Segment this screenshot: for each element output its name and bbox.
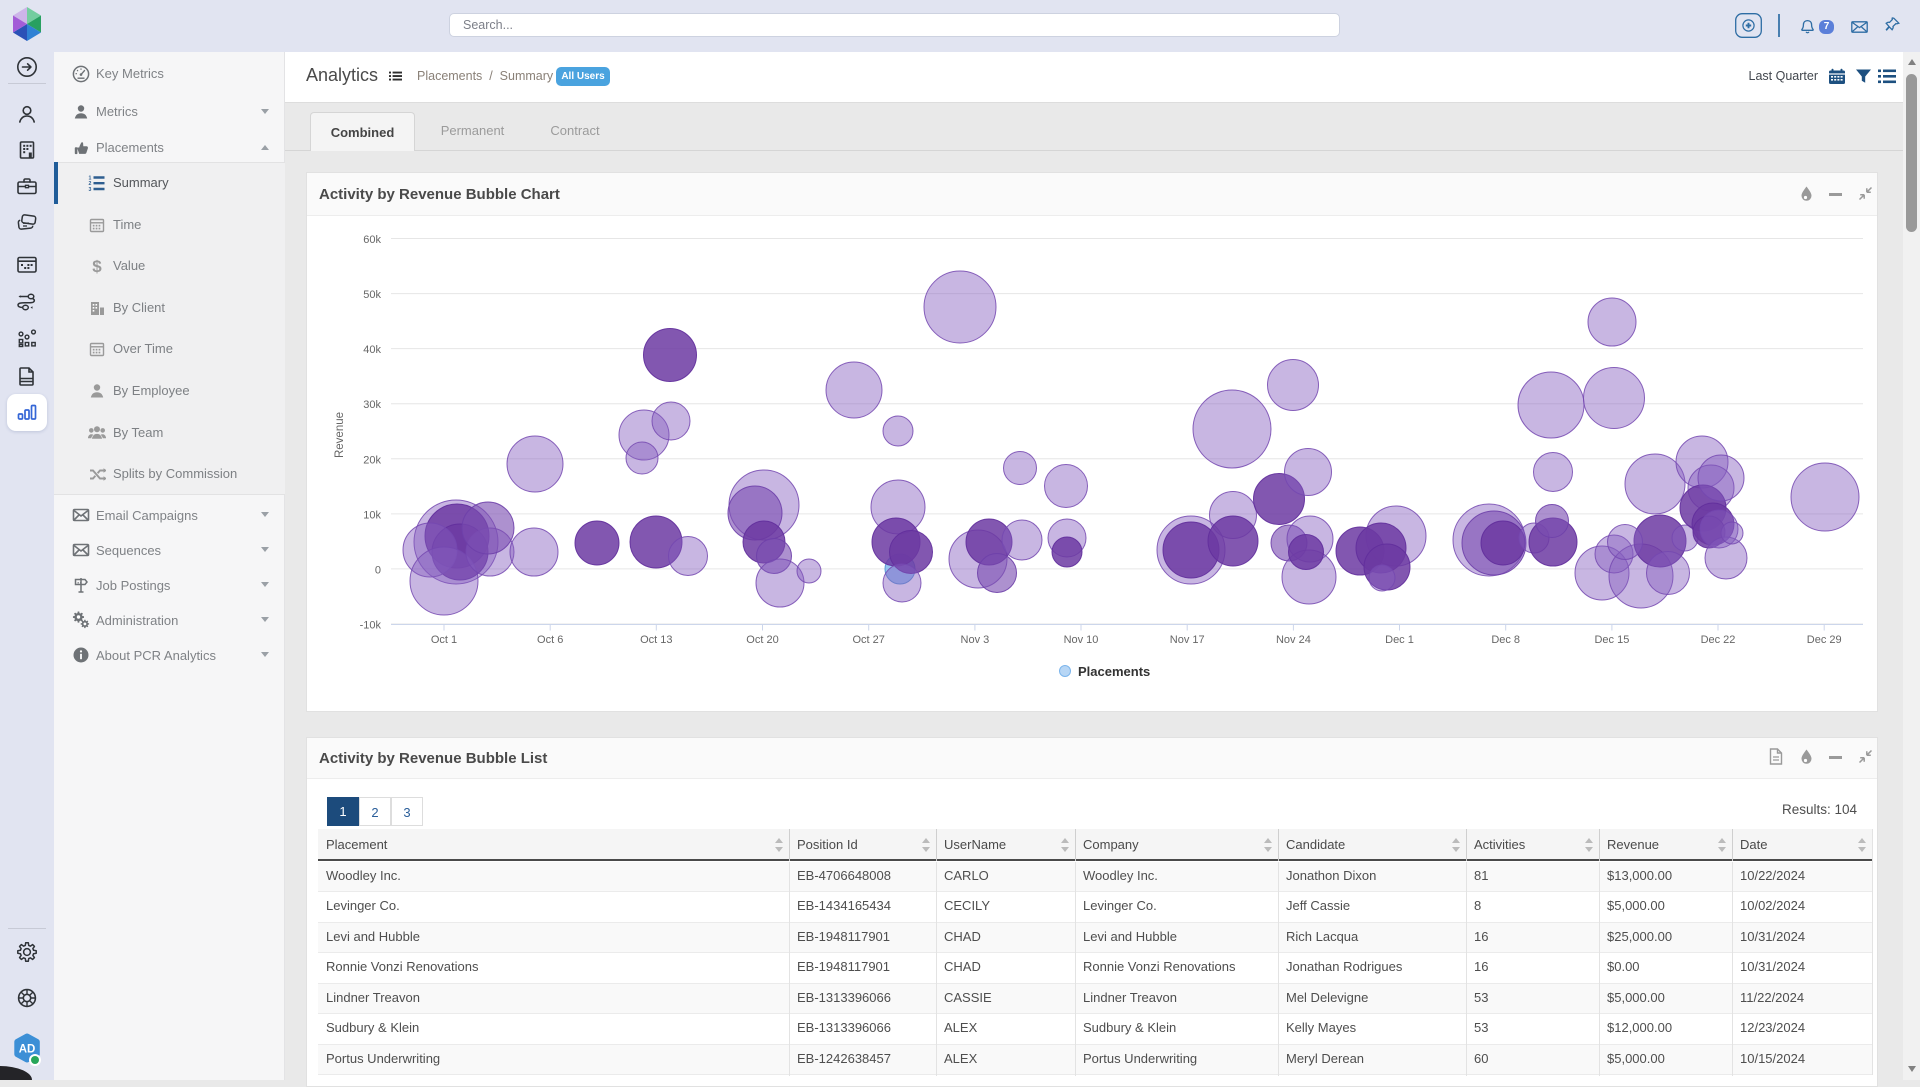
svg-text:10k: 10k: [363, 509, 381, 521]
svg-text:Oct 20: Oct 20: [746, 634, 778, 646]
svg-text:2: 2: [89, 181, 92, 187]
svg-text:Nov 24: Nov 24: [1276, 634, 1311, 646]
svg-text:30k: 30k: [363, 399, 381, 411]
svg-text:$: $: [92, 257, 102, 275]
svg-text:Oct 13: Oct 13: [640, 634, 672, 646]
svg-text:Nov 17: Nov 17: [1170, 634, 1205, 646]
svg-text:Revenue: Revenue: [334, 412, 346, 458]
svg-text:Dec 22: Dec 22: [1701, 634, 1736, 646]
svg-text:Placements: Placements: [1078, 664, 1150, 679]
svg-text:60k: 60k: [363, 234, 381, 246]
svg-text:Oct 6: Oct 6: [537, 634, 563, 646]
svg-text:20k: 20k: [363, 454, 381, 466]
svg-text:3: 3: [89, 187, 92, 192]
svg-text:40k: 40k: [363, 344, 381, 356]
svg-text:Oct 27: Oct 27: [852, 634, 884, 646]
svg-text:Nov 3: Nov 3: [961, 634, 990, 646]
svg-text:-10k: -10k: [360, 620, 382, 632]
svg-text:Dec 8: Dec 8: [1491, 634, 1520, 646]
svg-text:AD: AD: [19, 1044, 36, 1056]
svg-text:1: 1: [89, 176, 92, 182]
svg-text:50k: 50k: [363, 289, 381, 301]
svg-text:Dec 29: Dec 29: [1807, 634, 1842, 646]
svg-text:Oct 1: Oct 1: [431, 634, 457, 646]
svg-text:Dec 15: Dec 15: [1594, 634, 1629, 646]
svg-text:0: 0: [375, 564, 381, 576]
svg-text:Dec 1: Dec 1: [1385, 634, 1414, 646]
svg-text:Nov 10: Nov 10: [1064, 634, 1099, 646]
